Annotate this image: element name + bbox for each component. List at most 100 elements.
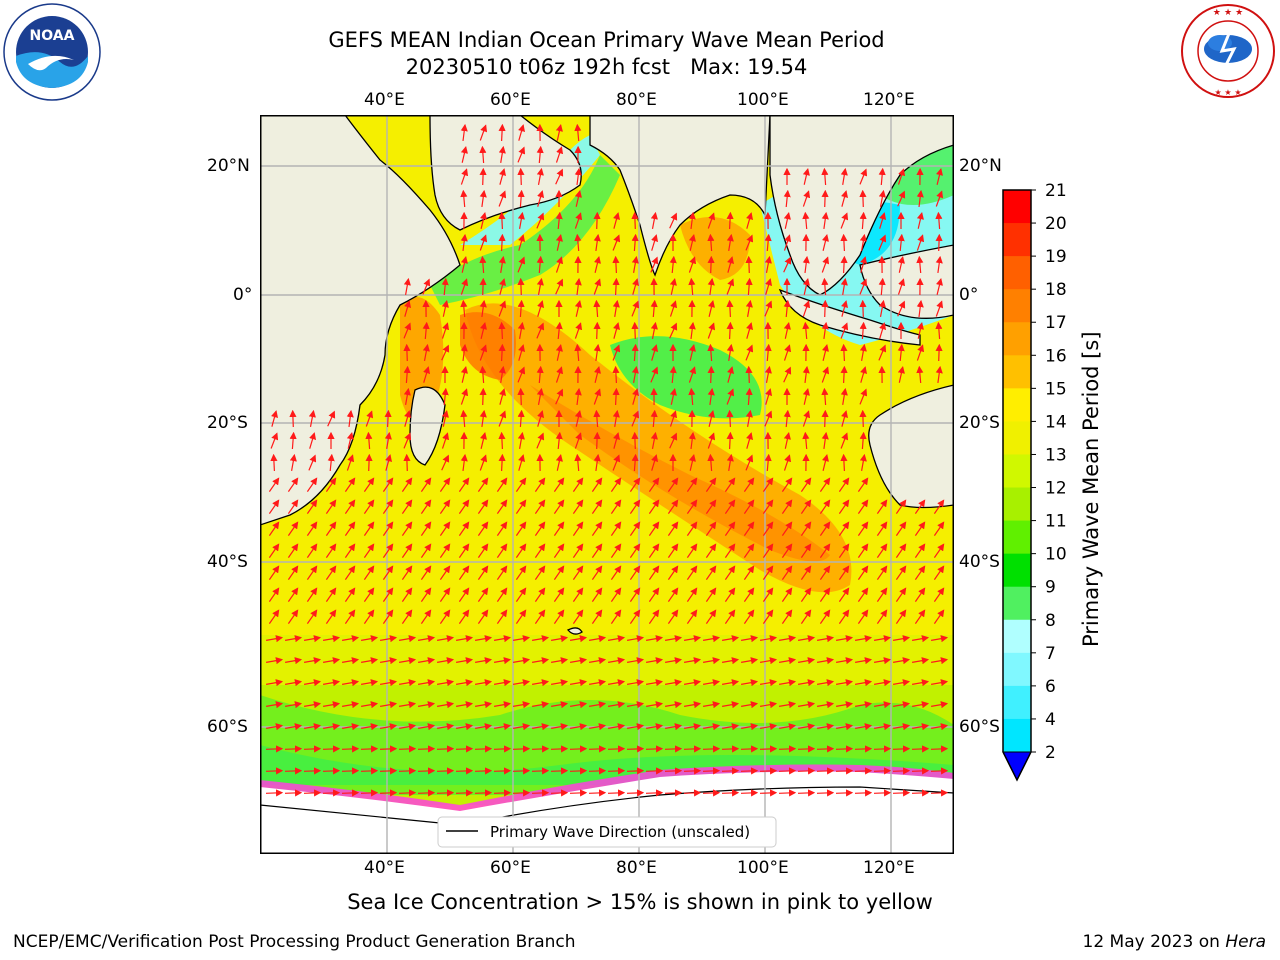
wave-direction-arrow — [802, 365, 810, 383]
wave-direction-arrow — [859, 453, 867, 472]
wave-direction-arrow — [819, 609, 831, 624]
wave-direction-arrow — [420, 587, 432, 602]
wave-direction-arrow — [740, 767, 759, 775]
wave-direction-arrow — [593, 278, 602, 295]
wave-direction-arrow — [876, 499, 888, 514]
wave-direction-arrow — [479, 409, 487, 427]
wave-direction-arrow — [873, 767, 892, 775]
wave-direction-arrow — [930, 723, 949, 731]
wave-direction-arrow — [612, 409, 620, 427]
wave-direction-arrow — [892, 679, 911, 687]
wave-direction-arrow — [403, 343, 411, 362]
wave-direction-arrow — [458, 609, 470, 624]
wave-direction-arrow — [613, 212, 620, 229]
wave-direction-arrow — [841, 190, 848, 207]
colorbar-swatch — [1003, 553, 1031, 588]
wave-direction-arrow — [420, 499, 432, 514]
wave-direction-arrow — [745, 234, 754, 251]
wave-direction-arrow — [534, 499, 546, 514]
wave-direction-arrow — [840, 167, 848, 185]
wave-direction-arrow — [477, 565, 489, 580]
wave-direction-arrow — [707, 212, 716, 229]
wave-direction-arrow — [892, 701, 911, 709]
wave-direction-arrow — [403, 365, 411, 384]
colorbar-swatch — [1003, 256, 1031, 290]
wave-direction-arrow — [645, 789, 664, 797]
wave-direction-arrow — [268, 521, 280, 536]
wave-direction-arrow — [650, 321, 658, 340]
wave-direction-arrow — [303, 723, 322, 731]
wave-direction-arrow — [365, 453, 373, 472]
wave-direction-arrow — [379, 789, 398, 797]
wave-direction-arrow — [892, 745, 911, 753]
wave-direction-arrow — [631, 365, 639, 384]
wave-direction-arrow — [740, 701, 759, 709]
wave-direction-arrow — [664, 635, 683, 643]
legend-label: Primary Wave Direction (unscaled) — [490, 823, 750, 841]
wave-direction-arrow — [382, 565, 394, 580]
wave-direction-arrow — [746, 322, 754, 339]
wave-direction-arrow — [873, 635, 892, 643]
wave-direction-arrow — [477, 499, 489, 514]
x-tick-top-80e: 80°E — [616, 90, 657, 110]
wave-direction-arrow — [417, 789, 436, 797]
wave-direction-arrow — [537, 410, 545, 427]
wave-direction-arrow — [308, 409, 316, 428]
wave-direction-arrow — [895, 609, 907, 624]
wave-direction-arrow — [607, 657, 626, 665]
wave-direction-arrow — [553, 587, 565, 602]
wave-direction-arrow — [572, 477, 584, 492]
wave-direction-arrow — [840, 387, 848, 405]
wave-direction-arrow — [287, 587, 299, 602]
wave-direction-arrow — [553, 565, 565, 580]
wave-direction-arrow — [569, 723, 588, 731]
wave-direction-arrow — [593, 409, 601, 428]
wave-direction-arrow — [268, 565, 280, 580]
wave-direction-arrow — [303, 635, 322, 643]
wave-direction-arrow — [935, 211, 943, 230]
wave-direction-arrow — [498, 453, 506, 472]
wave-direction-arrow — [821, 167, 829, 186]
wave-direction-arrow — [667, 543, 679, 558]
wave-direction-arrow — [496, 587, 508, 602]
wave-direction-arrow — [287, 609, 299, 624]
wave-direction-arrow — [553, 543, 565, 558]
wave-direction-arrow — [707, 322, 716, 339]
wave-direction-arrow — [911, 679, 930, 687]
wave-direction-arrow — [724, 521, 736, 536]
wave-direction-arrow — [284, 679, 303, 687]
footer-date-text: 12 May 2023 on — [1082, 932, 1226, 952]
wave-direction-arrow — [344, 565, 356, 580]
wave-direction-arrow — [477, 543, 489, 558]
wave-direction-arrow — [496, 477, 508, 492]
wave-direction-arrow — [914, 499, 926, 514]
wave-direction-arrow — [892, 723, 911, 731]
wave-direction-arrow — [740, 635, 759, 643]
wave-direction-arrow — [287, 543, 299, 558]
wave-direction-arrow — [572, 609, 584, 624]
wave-direction-arrow — [593, 431, 601, 450]
wave-direction-arrow — [346, 432, 354, 449]
wave-direction-arrow — [935, 321, 943, 340]
wave-direction-arrow — [933, 543, 945, 558]
wave-direction-arrow — [498, 321, 506, 340]
wave-direction-arrow — [401, 587, 413, 602]
wave-direction-arrow — [555, 211, 563, 230]
wave-direction-arrow — [783, 344, 792, 361]
wave-direction-arrow — [379, 679, 398, 687]
wave-direction-arrow — [821, 321, 829, 339]
wave-direction-arrow — [705, 565, 717, 580]
footer-date: 12 May 2023 on Hera — [1083, 932, 1267, 952]
wave-direction-arrow — [707, 343, 715, 362]
wave-direction-arrow — [499, 388, 506, 405]
x-tick-bottom-40e: 40°E — [364, 858, 405, 878]
wave-direction-arrow — [707, 365, 715, 384]
wave-direction-arrow — [667, 565, 679, 580]
wave-direction-arrow — [797, 789, 816, 797]
wave-direction-arrow — [645, 679, 664, 687]
wave-direction-arrow — [802, 388, 810, 405]
wave-direction-arrow — [420, 565, 432, 580]
wave-direction-arrow — [783, 234, 792, 251]
wave-direction-arrow — [745, 409, 753, 428]
wave-direction-arrow — [781, 477, 793, 492]
